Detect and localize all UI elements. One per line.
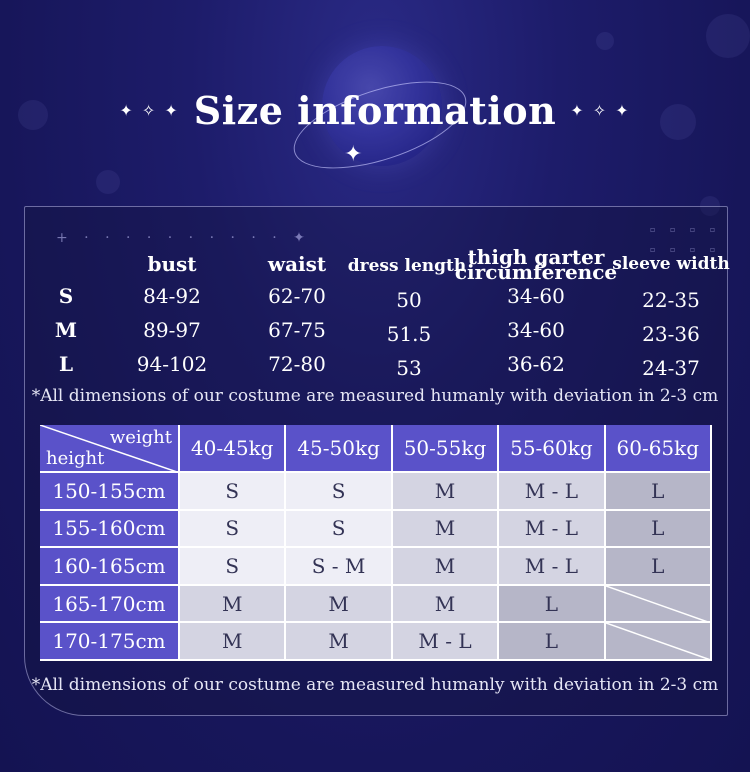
weight-header: 40-45kg [180,425,287,473]
page-title: Size information [193,87,557,133]
size-label: M [54,318,78,342]
height-row-header: 160-165cm [40,548,180,586]
bust-value: 94-102 [136,352,208,376]
size-cell: M [286,585,393,624]
diagonal-line [605,585,712,624]
weight-header: 50-55kg [392,425,500,473]
measurement-row: S 84-92 62-70 50 34-60 22-35 [40,280,720,314]
measurement-row: L 94-102 72-80 53 36-62 24-37 [40,348,720,382]
height-row-header: 165-170cm [40,585,180,624]
bokeh-decoration [706,14,750,58]
panel-dots: ▫ ▫ ▫ ▫ ▫ ▫ ▫ ▫ [650,225,722,254]
bokeh-decoration [596,32,614,50]
size-cell: L [605,510,712,549]
size-cell: S - M [286,548,393,586]
size-cell: M [286,623,393,661]
size-chart-note: *All dimensions of our costume are measu… [31,675,719,695]
bokeh-decoration [18,100,48,130]
waist-value: 67-75 [268,318,326,342]
size-cell: M [392,510,500,549]
size-cell: S [180,548,287,586]
height-row-header: 150-155cm [40,473,180,511]
dress-length-value: 51.5 [386,322,432,346]
size-cell: S [286,510,393,549]
height-row-header: 170-175cm [40,623,180,661]
bust-value: 84-92 [143,284,201,308]
thigh-value: 36-62 [507,352,565,376]
size-cell: L [499,585,606,624]
size-cell: L [605,548,712,586]
measurement-table: bust waist dress length thigh garter circ… [40,245,730,382]
header-thigh-garter: thigh garter circumference [454,245,618,284]
size-cell: L [499,623,606,661]
diagonal-line [605,623,712,661]
corner-diagonal [40,425,177,471]
dress-length-value: 53 [396,356,422,380]
star-icon: ✦ [344,142,363,167]
size-cell: S [180,473,287,511]
weight-header: 45-50kg [286,425,393,473]
size-cell: M [392,585,500,624]
panel-deco-line: + · · · · · · · · · · ✦ [56,230,311,246]
sleeve-value: 24-37 [642,356,700,380]
header-sleeve-width: sleeve width [612,254,730,274]
size-cell: M [392,473,500,511]
sparkle-left-icon: ✦ ✧ ✦ [119,100,180,120]
size-chart-table: weight height 40-45kg 45-50kg 50-55kg 55-60… [40,425,712,661]
title-row: ✦ ✧ ✦ Size information ✦ ✧ ✦ [0,84,750,136]
header-waist: waist [267,252,327,276]
size-cell: L [605,473,712,511]
size-cell: M [392,548,500,586]
waist-value: 72-80 [268,352,326,376]
table-corner: weight height [40,425,180,473]
thigh-value: 34-60 [507,318,565,342]
corner-weight-label: weight [109,427,172,448]
bokeh-decoration [96,170,120,194]
size-cell: M - L [392,623,500,661]
planet-illustration [283,38,477,188]
size-label: S [58,284,74,308]
weight-header: 55-60kg [499,425,606,473]
thigh-value: 34-60 [507,284,565,308]
bokeh-decoration [660,104,696,140]
header-thigh-line2: circumference [454,260,618,284]
weight-header: 60-65kg [605,425,712,473]
height-row-header: 155-160cm [40,510,180,549]
header-bust: bust [147,252,197,276]
measurement-note: *All dimensions of our costume are measu… [31,386,719,406]
bust-value: 89-97 [143,318,201,342]
size-cell: M [180,585,287,624]
size-cell-unavailable [605,623,712,661]
measurement-row: M 89-97 67-75 51.5 34-60 23-36 [40,314,720,348]
size-cell: S [180,510,287,549]
sleeve-value: 23-36 [642,322,700,346]
size-cell: M - L [499,548,606,586]
size-cell: S [286,473,393,511]
planet [322,46,442,166]
size-cell-unavailable [605,585,712,624]
size-cell: M [180,623,287,661]
dress-length-value: 50 [396,288,422,312]
header-thigh-line1: thigh garter [467,245,605,269]
measurement-header: bust waist dress length thigh garter circ… [40,245,729,284]
sleeve-value: 22-35 [642,288,700,312]
size-label: L [58,352,74,376]
corner-height-label: height [46,448,105,469]
waist-value: 62-70 [268,284,326,308]
size-cell: M - L [499,473,606,511]
sparkle-right-icon: ✦ ✧ ✦ [570,100,631,120]
size-cell: M - L [499,510,606,549]
header-dress-length: dress length [347,256,467,276]
